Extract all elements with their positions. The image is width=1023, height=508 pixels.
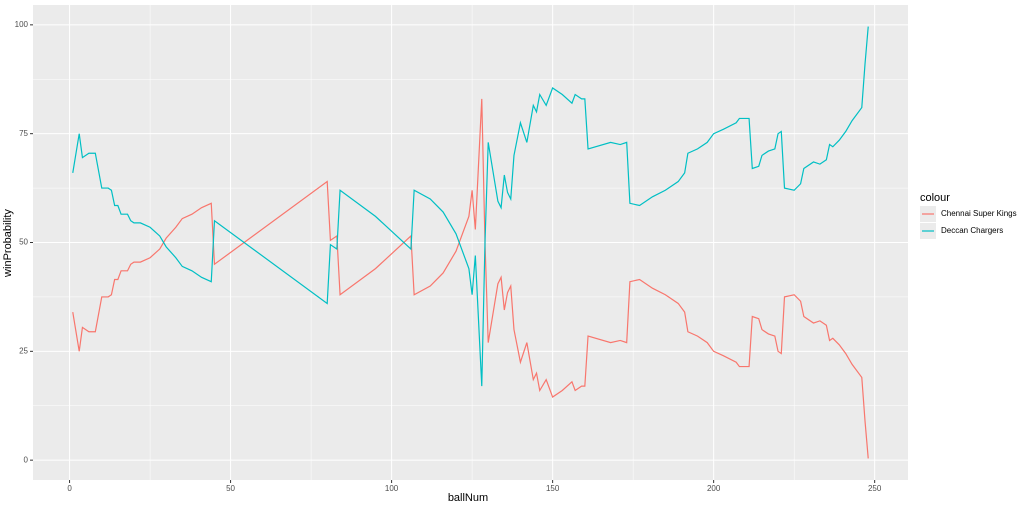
line-series [72, 26, 869, 387]
y-tick-label: 0 [24, 455, 29, 464]
x-tick-label: 100 [385, 484, 399, 493]
x-tick-label: 50 [226, 484, 235, 493]
y-tick-label: 25 [19, 346, 28, 355]
x-tick-label: 250 [868, 484, 882, 493]
x-axis-title: ballNum [448, 492, 488, 504]
legend-title: colour [920, 192, 950, 204]
y-tick-label: 100 [15, 20, 29, 29]
y-tick-label: 50 [19, 238, 28, 247]
y-axis-title: winProbability [2, 209, 14, 278]
y-tick-label: 75 [19, 129, 28, 138]
x-tick-label: 200 [707, 484, 721, 493]
x-tick-label: 0 [67, 484, 72, 493]
legend-label: Chennai Super Kings [941, 209, 1017, 218]
legend-label: Deccan Chargers [941, 226, 1003, 235]
line-series [72, 98, 869, 459]
x-tick-label: 150 [546, 484, 560, 493]
